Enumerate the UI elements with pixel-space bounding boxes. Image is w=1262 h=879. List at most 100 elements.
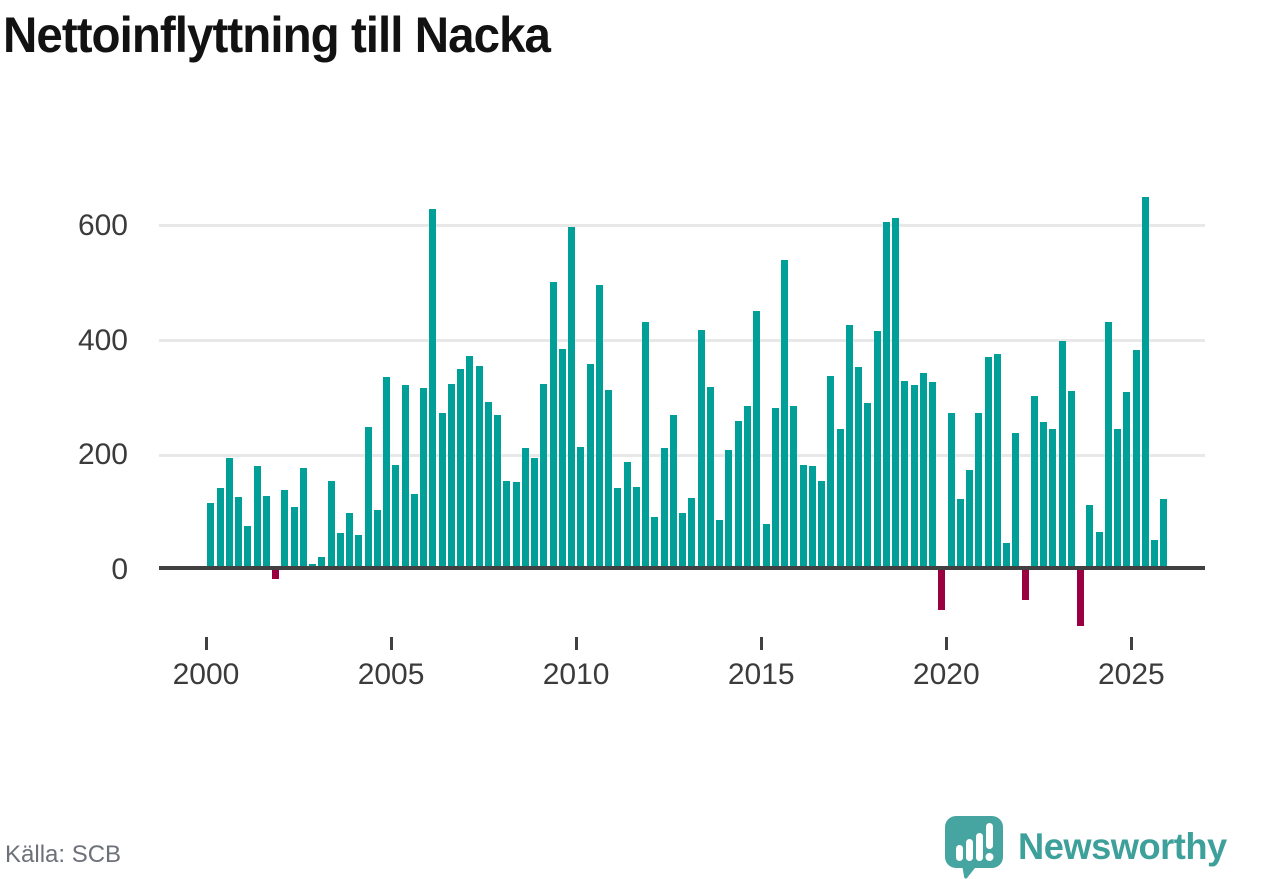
- logo-bar-1: [956, 845, 963, 861]
- bar-2005-q1: [392, 465, 400, 570]
- bar-2006-q3: [447, 383, 455, 570]
- bar-2019-q1: [910, 384, 918, 570]
- gridline-200: [159, 453, 1205, 457]
- bar-2014-q2: [734, 421, 742, 570]
- bar-2002-q2: [290, 506, 298, 570]
- bar-2014-q3: [744, 405, 751, 570]
- bar-2025-q2: [1141, 197, 1149, 570]
- logo-bar-2: [966, 839, 973, 861]
- bar-2019-q2: [919, 373, 927, 570]
- bar-2000-q4: [235, 497, 243, 570]
- bar-2007-q1: [466, 355, 474, 570]
- bar-2023-q1: [1058, 340, 1066, 570]
- bar-2025-q1: [1132, 349, 1140, 570]
- bar-2002-q3: [299, 468, 307, 570]
- bar-2020-q3: [966, 470, 974, 570]
- bar-2009-q1: [540, 383, 548, 570]
- bar-2002-q1: [281, 489, 289, 570]
- bar-2021-q4: [1012, 432, 1020, 570]
- bar-2003-q2: [327, 480, 335, 570]
- bar-2009-q2: [549, 281, 557, 570]
- bar-2007-q4: [494, 415, 502, 570]
- bar-2008-q2: [512, 482, 520, 570]
- bar-2007-q3: [484, 401, 492, 570]
- bar-2013-q2: [697, 329, 705, 570]
- bar-2025-q3: [1151, 540, 1159, 570]
- bar-2013-q3: [706, 387, 714, 570]
- bar-2004-q2: [364, 427, 372, 570]
- bar-2009-q4: [568, 227, 576, 570]
- bar-2025-q4: [1160, 499, 1168, 570]
- brand-wordmark: Newsworthy: [1018, 826, 1227, 867]
- bar-2014-q4: [753, 310, 761, 570]
- bar-2005-q4: [420, 387, 428, 570]
- y-axis-label-400: 400: [77, 323, 128, 357]
- gridline-400: [159, 339, 1205, 343]
- bar-2016-q4: [827, 375, 835, 570]
- bar-2024-q4: [1123, 391, 1131, 570]
- x-axis-label-2000: 2000: [172, 658, 240, 691]
- bar-2020-q1: [947, 413, 955, 570]
- bar-2019-q3: [929, 381, 937, 570]
- y-axis-label-0: 0: [111, 553, 128, 586]
- bar-2005-q2: [401, 385, 409, 570]
- bar-2011-q2: [623, 462, 631, 570]
- bar-2006-q2: [438, 413, 446, 570]
- bar-2008-q3: [521, 447, 529, 570]
- bar-2016-q1: [799, 465, 807, 570]
- bar-2017-q3: [855, 366, 863, 570]
- y-axis-label-200: 200: [77, 438, 128, 472]
- bar-2015-q2: [771, 408, 779, 570]
- bar-2023-q2: [1067, 391, 1075, 570]
- bar-2010-q1: [577, 446, 585, 570]
- bar-2010-q3: [595, 284, 603, 570]
- bar-2015-q4: [790, 405, 798, 570]
- bar-2023-q3: [1077, 570, 1085, 626]
- bar-2011-q1: [614, 487, 622, 570]
- bar-2006-q1: [429, 209, 437, 570]
- bar-2011-q4: [642, 321, 650, 570]
- bar-2013-q1: [688, 497, 696, 570]
- bar-2010-q2: [586, 364, 594, 570]
- bar-2009-q3: [558, 348, 566, 570]
- bar-2012-q3: [669, 414, 677, 570]
- bar-2022-q4: [1049, 428, 1057, 570]
- gridline-600: [159, 224, 1205, 228]
- logo-exclamation-dot: [985, 853, 994, 861]
- bar-2012-q2: [660, 447, 668, 570]
- bar-2017-q1: [836, 428, 844, 570]
- bar-2011-q3: [632, 486, 640, 570]
- bar-2007-q2: [475, 366, 483, 570]
- bar-2012-q4: [679, 512, 687, 570]
- bar-2022-q3: [1040, 422, 1048, 570]
- bar-2018-q2: [882, 222, 890, 570]
- x-axis-label-2005: 2005: [357, 658, 425, 691]
- bar-2008-q4: [531, 458, 539, 570]
- chart-title: Nettoinflyttning till Nacka: [3, 7, 551, 63]
- bar-2019-q4: [938, 570, 946, 611]
- bar-2024-q1: [1095, 531, 1103, 570]
- brand-logo: Newsworthy: [944, 815, 1231, 879]
- bar-2021-q1: [984, 357, 992, 570]
- bar-2022-q2: [1030, 396, 1038, 570]
- bar-2000-q2: [216, 487, 224, 570]
- bar-2017-q2: [845, 325, 853, 570]
- bar-2021-q3: [1003, 543, 1011, 570]
- x-axis-label-2025: 2025: [1097, 658, 1165, 691]
- x-axis-tick-2020: [944, 637, 948, 650]
- bar-2017-q4: [864, 402, 872, 570]
- bar-2015-q3: [781, 260, 789, 570]
- x-axis-tick-2025: [1129, 637, 1133, 650]
- bar-2018-q1: [873, 330, 881, 570]
- bar-2024-q2: [1104, 322, 1112, 570]
- bar-2023-q4: [1086, 504, 1094, 570]
- bar-2004-q3: [373, 510, 381, 570]
- bar-2021-q2: [993, 354, 1001, 570]
- bar-2000-q3: [225, 458, 233, 570]
- bar-2001-q4: [272, 570, 280, 579]
- bar-2000-q1: [207, 503, 215, 570]
- bar-2020-q4: [975, 413, 983, 570]
- x-axis-label-2020: 2020: [912, 658, 980, 691]
- x-axis-label-2015: 2015: [727, 658, 795, 691]
- x-axis-tick-2005: [389, 637, 393, 650]
